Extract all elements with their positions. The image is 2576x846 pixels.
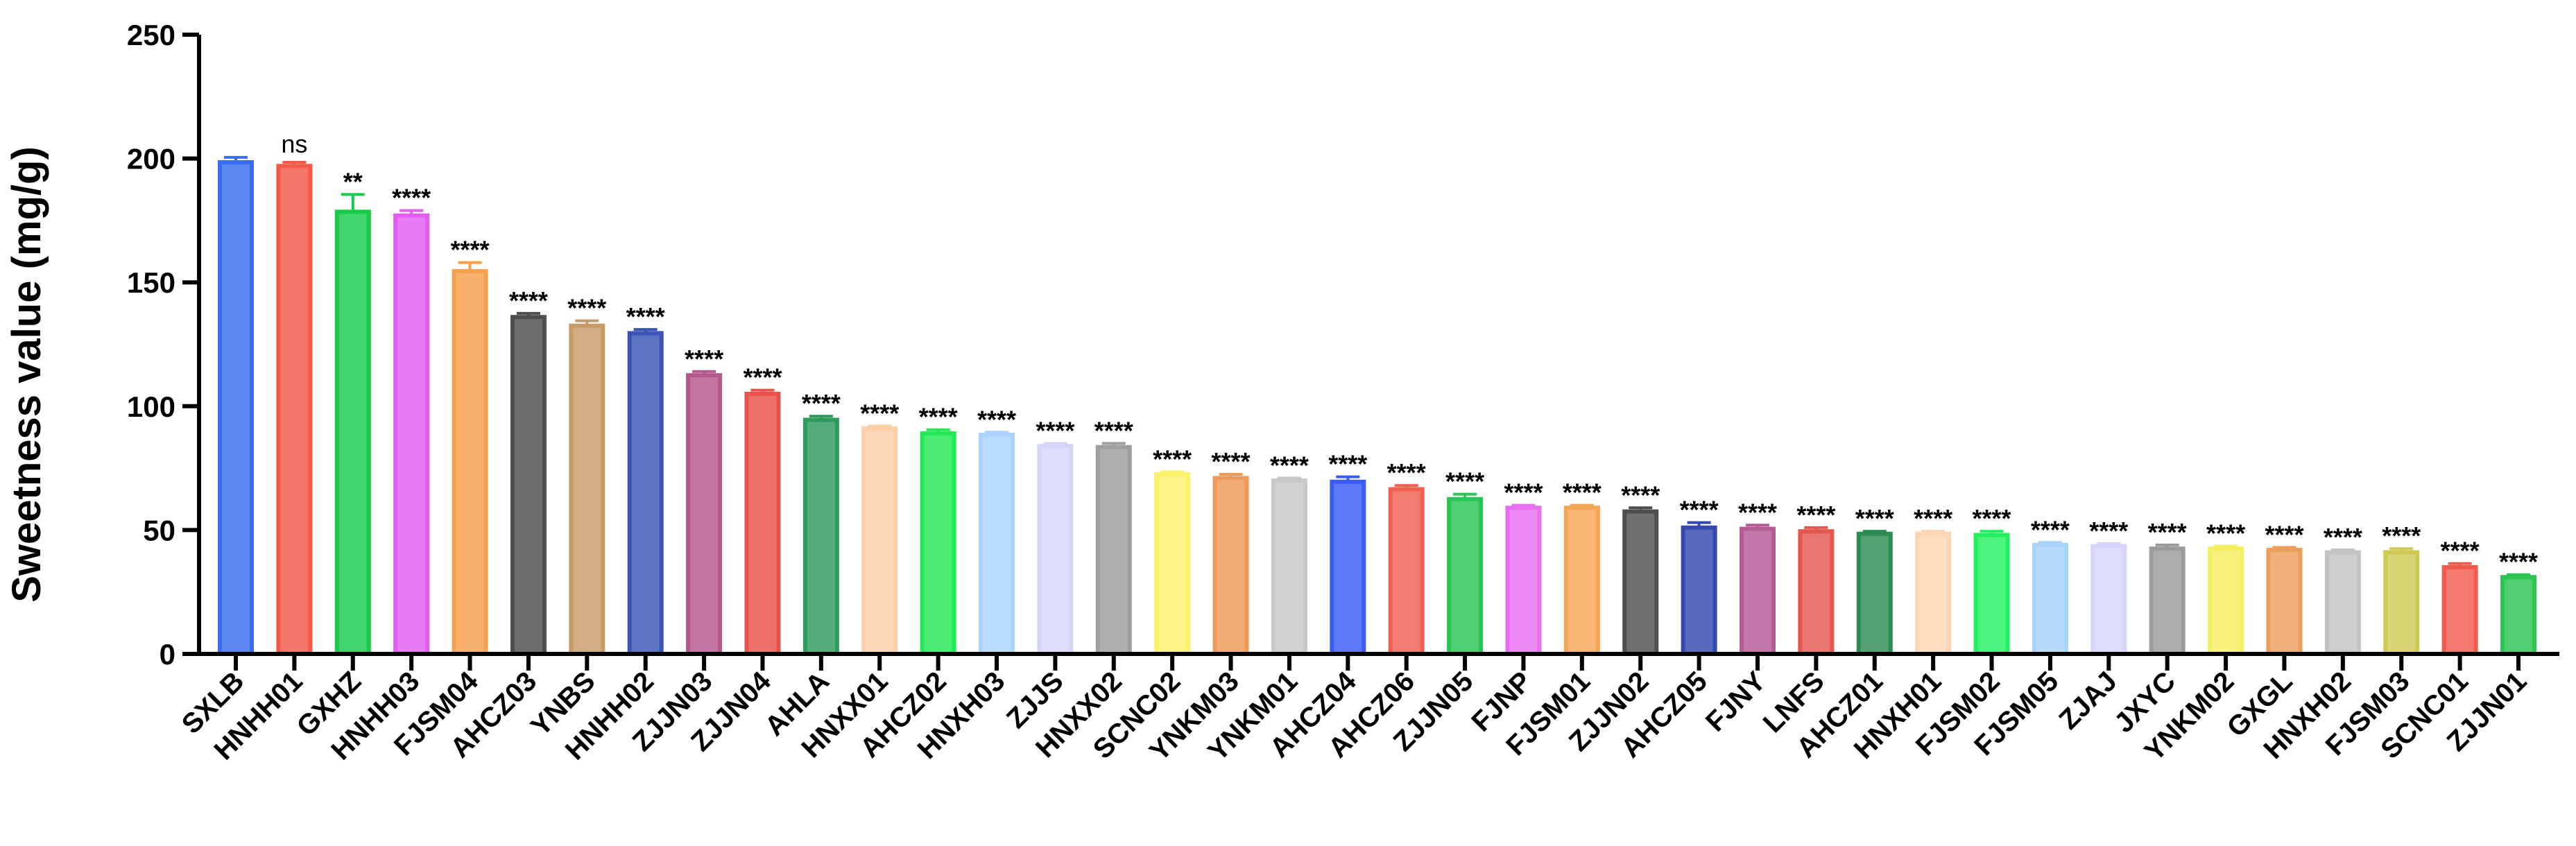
bar	[1798, 529, 1835, 656]
significance-label: ns	[281, 130, 307, 158]
y-axis-title: Sweetness value (mg/g)	[4, 146, 49, 603]
bar	[802, 417, 839, 656]
significance-label: ****	[1796, 501, 1835, 529]
bar	[1915, 531, 1952, 656]
bar	[1037, 443, 1074, 657]
bar	[1212, 476, 1249, 656]
y-tick-label: 250	[127, 19, 175, 51]
significance-label: ****	[392, 184, 431, 212]
bar	[452, 269, 488, 657]
significance-label: ****	[1270, 451, 1309, 479]
bars	[218, 159, 2536, 657]
significance-label: ****	[626, 302, 665, 331]
bar	[2383, 550, 2420, 656]
bar	[1330, 479, 1366, 656]
significance-label: ****	[1328, 450, 1367, 478]
significance-label: ****	[743, 363, 782, 392]
bar	[627, 331, 664, 656]
bar	[1740, 526, 1776, 657]
bar	[2208, 546, 2244, 656]
significance-label: ****	[509, 286, 548, 315]
significance-label: ****	[1504, 478, 1543, 507]
bar	[2149, 546, 2186, 656]
significance-label: ****	[1680, 496, 1719, 524]
significance-label: ****	[2031, 515, 2070, 544]
error-bars	[224, 155, 2530, 578]
significance-label: ****	[860, 399, 899, 427]
significance-label: ****	[1387, 458, 1426, 487]
bar	[510, 315, 547, 656]
significance-label: ****	[685, 345, 723, 373]
significance-label: ****	[567, 294, 606, 322]
bar	[861, 426, 898, 656]
bar	[1095, 444, 1132, 656]
significance-label: **	[343, 167, 363, 196]
bar	[218, 159, 254, 656]
y-tick-label: 0	[160, 638, 175, 671]
significance-label: ****	[2089, 517, 2128, 545]
bar	[2324, 550, 2361, 656]
significance-label: ****	[2441, 537, 2480, 565]
y-tick-label: 200	[127, 143, 175, 175]
bar	[979, 432, 1015, 656]
bar	[2266, 547, 2303, 657]
significance-label: ****	[2265, 520, 2303, 549]
y-tick-label: 100	[127, 390, 175, 423]
bar	[1271, 478, 1307, 657]
bar	[276, 164, 313, 657]
bar	[1681, 525, 1717, 656]
x-tick-label: FJNY	[1700, 666, 1772, 738]
significance-label: ****	[1738, 498, 1777, 526]
bar	[2441, 564, 2478, 656]
bar	[1973, 533, 2010, 656]
significance-label: ****	[977, 405, 1016, 433]
bar	[686, 373, 723, 657]
bar	[1447, 497, 1484, 656]
significance-label: ****	[1094, 416, 1133, 444]
bar	[920, 431, 956, 656]
bar	[334, 209, 371, 656]
significance-label: ****	[802, 389, 841, 417]
significance-label: ****	[2206, 519, 2245, 548]
bar	[393, 213, 430, 657]
significance-label: ****	[1621, 481, 1660, 509]
bar	[1505, 506, 1542, 657]
bar	[1388, 487, 1425, 656]
significance-label: ****	[1914, 504, 1952, 533]
significance-label: ****	[1212, 447, 1251, 476]
significance-label: ****	[1973, 504, 2011, 533]
bar	[2500, 575, 2536, 657]
significance-label: ****	[2148, 518, 2187, 546]
significance-label: ****	[1445, 467, 1484, 496]
bar	[2032, 542, 2068, 656]
y-tick-label: 150	[127, 266, 175, 299]
bar	[1856, 531, 1893, 656]
significance-label: ****	[2324, 523, 2362, 551]
significance-label: ****	[451, 236, 490, 264]
significance-label: ****	[1153, 444, 1192, 473]
bar	[1154, 472, 1191, 657]
x-tick-label: ZJAJ	[2053, 666, 2122, 735]
bar	[1622, 509, 1659, 656]
y-tick-label: 50	[143, 514, 175, 546]
significance-label: ****	[1855, 504, 1894, 533]
significance-label: ****	[1036, 416, 1074, 444]
bar	[744, 391, 781, 656]
significance-labels: ns************** **** **************** ****…	[281, 130, 2538, 576]
significance-label: ****	[2499, 548, 2538, 576]
bar	[2090, 544, 2127, 656]
significance-label: ****	[1563, 478, 1602, 507]
bar	[569, 323, 606, 656]
significance-label: ****	[2382, 521, 2421, 550]
bar	[1563, 506, 1600, 657]
y-axis: 0 50 100 150 200 250	[127, 19, 201, 671]
x-axis: SXLBHNHH01GXHZHNHH03FJSM04AHCZ03YNBSHNHH…	[176, 652, 2559, 767]
significance-label: ****	[919, 403, 958, 431]
